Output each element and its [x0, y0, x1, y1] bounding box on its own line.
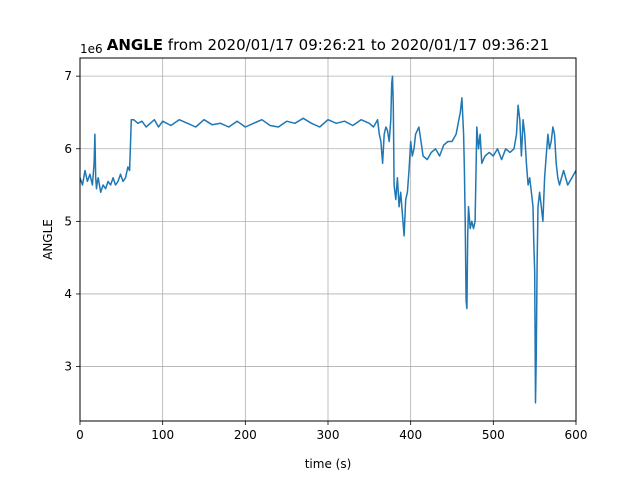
y-axis-label: ANGLE — [41, 219, 55, 260]
chart-title-bold: ANGLE — [107, 36, 163, 54]
y-tick-label: 4 — [64, 287, 72, 301]
x-tick-label: 300 — [317, 428, 340, 442]
chart-title-rest: from 2020/01/17 09:26:21 to 2020/01/17 0… — [163, 36, 549, 54]
x-axis-label: time (s) — [305, 457, 352, 471]
x-tick-label: 600 — [565, 428, 588, 442]
chart-title: ANGLE from 2020/01/17 09:26:21 to 2020/0… — [107, 36, 550, 54]
y-tick-label: 7 — [64, 69, 72, 83]
y-tick-label: 3 — [64, 360, 72, 374]
x-tick-label: 100 — [151, 428, 174, 442]
series-line — [79, 75, 577, 404]
x-tick-label: 400 — [399, 428, 422, 442]
series-layer — [79, 75, 577, 404]
x-tick-label: 200 — [234, 428, 257, 442]
grid — [79, 58, 577, 421]
x-tick-label: 0 — [76, 428, 84, 442]
y-tick-label: 6 — [64, 142, 72, 156]
y-axis-ticks: 3 4 5 6 7 — [64, 69, 80, 374]
x-tick-label: 500 — [482, 428, 505, 442]
y-tick-label: 5 — [64, 214, 72, 228]
y-offset-label: 1e6 — [80, 42, 103, 56]
x-axis-ticks: 0 100 200 300 400 500 600 — [76, 421, 587, 442]
